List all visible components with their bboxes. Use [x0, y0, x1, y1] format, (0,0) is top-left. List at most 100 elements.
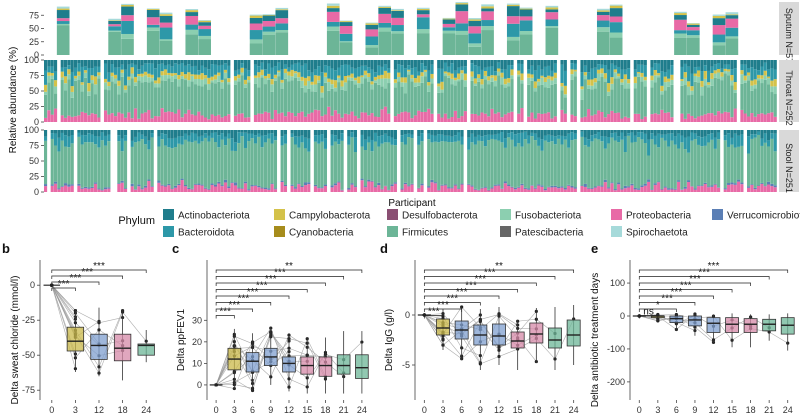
bar-segment-campylobacterota	[457, 73, 461, 80]
box-21	[762, 314, 777, 341]
bar-segment-firmicutes	[540, 150, 544, 186]
legend-item-spirochaetota: Spirochaetota	[611, 226, 688, 239]
bar-segment-proteobacteria	[550, 187, 554, 192]
bar-segment-firmicutes	[77, 136, 81, 184]
bar-segment-fusobacteriota	[570, 74, 574, 80]
bar-segment-firmicutes	[730, 85, 734, 118]
bar-segment-actinobacteriota	[87, 60, 91, 68]
bar-segment-verrucomicrobiota	[650, 189, 654, 190]
bar-segment-firmicutes	[593, 138, 597, 187]
bar-segment-actinobacteriota	[670, 60, 674, 66]
bar-segment-campylobacterota	[383, 70, 387, 79]
bar-segment-firmicutes	[410, 138, 414, 184]
panel-letter-b: b	[2, 241, 10, 256]
bar-segment-proteobacteria	[543, 113, 547, 122]
bar-segment-verrucomicrobiota	[280, 180, 284, 183]
bar-segment-actinobacteriota	[609, 8, 623, 17]
bar-segment-proteobacteria	[363, 112, 367, 122]
bar-segment-campylobacterota	[133, 76, 138, 83]
bar-segment-fusobacteriota	[460, 73, 464, 80]
bar-segment-firmicutes	[220, 88, 224, 118]
bar-segment-actinobacteriota	[443, 130, 447, 136]
bar-segment-actinobacteriota	[110, 60, 114, 65]
bar-segment-fusobacteriota	[690, 90, 694, 95]
bar-segment-fusobacteriota	[56, 23, 70, 26]
bar-segment-firmicutes	[220, 139, 224, 186]
bar-segment-bacteroidota	[53, 133, 58, 146]
bar-segment-campylobacterota	[603, 73, 607, 79]
bar-segment-actinobacteriota	[320, 60, 324, 73]
bar-segment-fusobacteriota	[70, 91, 74, 98]
bar-segment-firmicutes	[737, 146, 741, 180]
bar-segment-firmicutes	[273, 80, 278, 111]
bar-segment-verrucomicrobiota	[620, 188, 624, 190]
bar-segment-bacteroidota	[513, 134, 517, 147]
bar-segment-firmicutes	[363, 150, 367, 187]
xtick-label: 18	[746, 405, 756, 415]
box-body	[743, 318, 758, 333]
bar-segment-campylobacterota	[339, 21, 353, 23]
bar-segment-verrucomicrobiota	[443, 184, 447, 186]
bar-segment-verrucomicrobiota	[613, 189, 617, 191]
bar-segment-bacteroidota	[727, 64, 731, 70]
bar-segment-campylobacterota	[700, 80, 704, 87]
bar-segment-firmicutes	[240, 136, 244, 189]
bar-segment-firmicutes	[280, 88, 284, 113]
bar-segment-campylobacterota	[560, 82, 564, 87]
bar-segment-spirochaetota	[198, 20, 211, 21]
bar-segment-proteobacteria	[97, 117, 101, 122]
bar-segment-firmicutes	[170, 81, 174, 113]
bar-segment-campylobacterota	[263, 75, 268, 79]
bar-segment-verrucomicrobiota	[440, 184, 444, 186]
bar-segment-firmicutes	[593, 88, 597, 115]
bar-segment-firmicutes	[60, 80, 64, 116]
bar-segment-actinobacteriota	[310, 60, 314, 73]
participant-trajectory	[51, 285, 123, 368]
bar-segment-verrucomicrobiota	[337, 181, 341, 183]
bar-segment-actinobacteriota	[326, 8, 340, 12]
bar-segment-bacteroidota	[767, 69, 771, 77]
bar-segment-actinobacteriota	[690, 130, 694, 133]
bar-segment-proteobacteria	[481, 11, 494, 21]
bar-segment-actinobacteriota	[333, 60, 337, 71]
bar-segment-firmicutes	[443, 76, 447, 114]
bar-segment-fusobacteriota	[617, 76, 621, 79]
xtick-label: 0	[214, 405, 219, 415]
bar-segment-proteobacteria	[773, 116, 777, 122]
bar-segment-verrucomicrobiota	[430, 179, 434, 183]
bar-segment-campylobacterota	[220, 79, 224, 83]
bar-segment-firmicutes	[630, 142, 634, 184]
bar-segment-firmicutes	[757, 80, 761, 115]
ytick-label: -50	[22, 350, 35, 360]
bar-segment-fusobacteriota	[573, 71, 577, 77]
bar-segment-actinobacteriota	[330, 60, 334, 69]
box-body	[355, 354, 369, 379]
bar-segment-firmicutes	[597, 80, 601, 111]
bar-segment-campylobacterota	[543, 77, 547, 82]
bar-segment-firmicutes	[190, 142, 194, 189]
bar-segment-campylobacterota	[56, 8, 70, 11]
bar-segment-bacteroidota	[773, 133, 777, 152]
bar-segment-verrucomicrobiota	[240, 188, 244, 189]
bar-segment-actinobacteriota	[450, 130, 454, 137]
bar-segment-proteobacteria	[217, 183, 221, 192]
bar-segment-campylobacterota	[637, 71, 641, 74]
bar-segment-campylobacterota	[510, 69, 514, 76]
facet-strip-label: Throat N=252	[784, 70, 794, 125]
bar-segment-firmicutes	[160, 80, 164, 109]
bar-segment-actinobacteriota	[363, 60, 367, 66]
bar-segment-proteobacteria	[447, 118, 451, 122]
bar-segment-proteobacteria	[747, 116, 751, 122]
bar-segment-fusobacteriota	[403, 82, 407, 94]
bar-segment-proteobacteria	[527, 189, 531, 192]
bar-segment-proteobacteria	[237, 113, 241, 122]
bar-segment-bacteroidota	[603, 136, 607, 149]
bar-segment-firmicutes	[377, 146, 381, 183]
bar-segment-campylobacterota	[573, 69, 577, 72]
bar-segment-verrucomicrobiota	[640, 185, 644, 188]
bar-segment-actinobacteriota	[230, 130, 234, 139]
bar-segment-firmicutes	[143, 81, 148, 113]
bar-segment-campylobacterota	[257, 72, 261, 78]
bracket-line	[638, 282, 751, 286]
bar-segment-bacteroidota	[173, 137, 178, 148]
